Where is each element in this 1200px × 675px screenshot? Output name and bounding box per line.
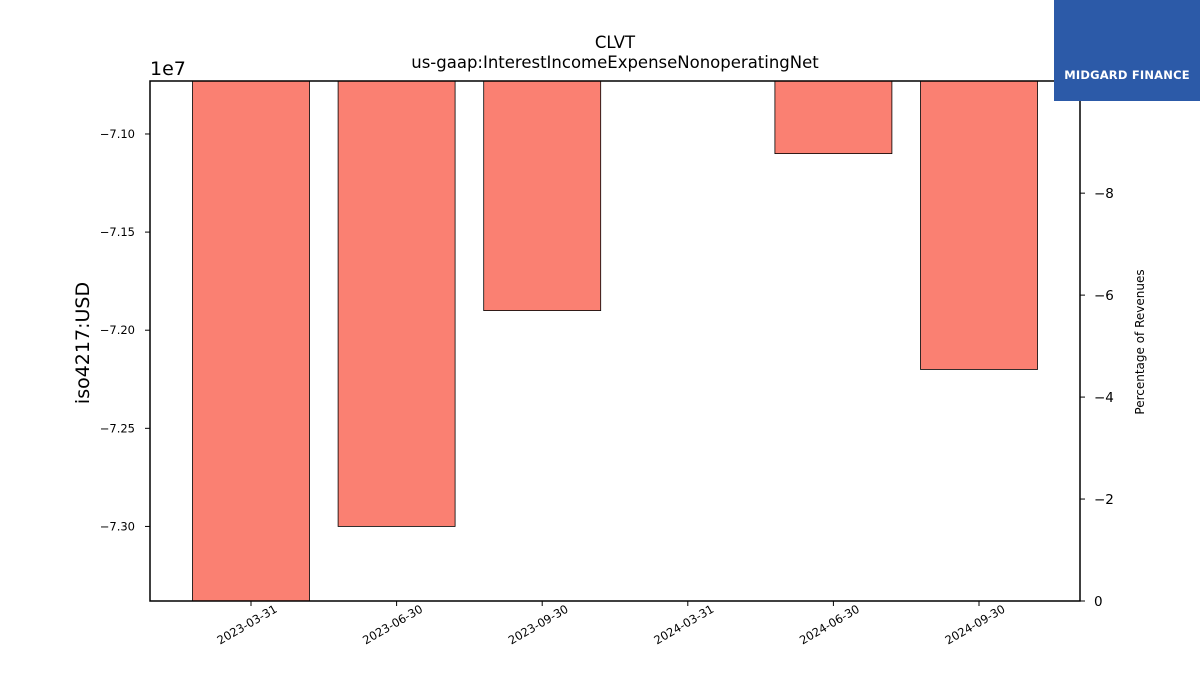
x-tick-label: 2023-06-30	[360, 602, 425, 648]
y-offset-label: 1e7	[150, 58, 186, 80]
x-tick-label: 2024-09-30	[943, 602, 1008, 648]
y2-axis-label: Percentage of Revenues	[1133, 269, 1147, 414]
plot-frame	[149, 80, 1081, 602]
bar	[920, 80, 1038, 370]
x-tick-label: 2023-03-31	[215, 602, 280, 648]
y2-tick-label: −4	[1094, 390, 1114, 406]
chart-subtitle: us-gaap:InterestIncomeExpenseNonoperatin…	[411, 53, 819, 72]
bar	[192, 80, 310, 602]
y-tick-label: −7.20	[100, 323, 135, 337]
y-tick-label: −7.10	[100, 127, 135, 141]
bar	[337, 80, 456, 527]
logo: MIDGARD FINANCE	[1054, 0, 1200, 101]
y2-tick-label: −2	[1094, 492, 1114, 508]
logo-mark-icon	[1054, 0, 1200, 70]
logo-text: MIDGARD FINANCE	[1064, 68, 1190, 82]
chart-title: CLVT	[595, 33, 636, 52]
y-tick-label: −7.15	[100, 225, 135, 239]
x-tick-label: 2024-03-31	[651, 602, 716, 648]
x-tick-label: 2023-09-30	[506, 602, 571, 648]
y-tick-label: −7.30	[100, 519, 135, 533]
y-tick-label: −7.25	[100, 421, 135, 435]
y2-tick-label: −6	[1094, 288, 1114, 304]
bar	[483, 80, 602, 311]
bar	[774, 80, 893, 155]
y2-tick-label: 0	[1094, 594, 1103, 610]
y2-tick-label: −8	[1094, 186, 1114, 202]
y-axis-label: iso4217:USD	[72, 282, 94, 404]
x-tick-label: 2024-06-30	[797, 602, 862, 648]
